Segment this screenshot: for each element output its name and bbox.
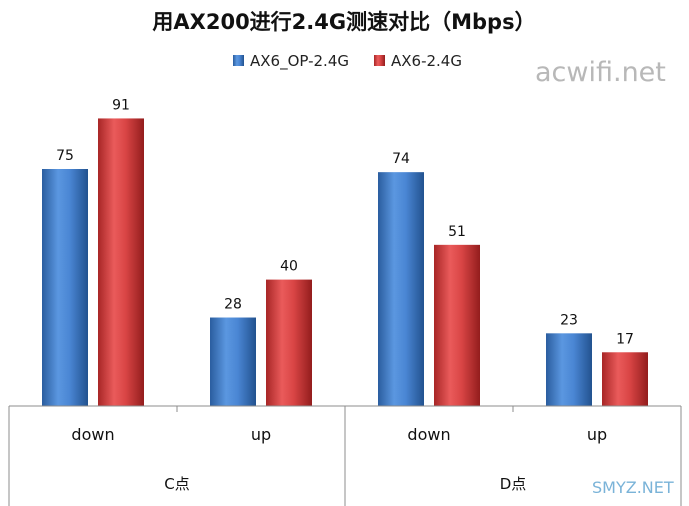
bars-layer <box>42 118 648 406</box>
category-label-d-down: down <box>407 425 450 444</box>
value-label-series-1-d-down: 74 <box>392 151 410 167</box>
value-label-series-1-c-up: 28 <box>224 297 242 313</box>
bar-series-1-c-up <box>210 317 256 406</box>
group-label-d: D点 <box>500 475 527 493</box>
value-label-series-1-d-up: 23 <box>560 312 578 328</box>
bar-series-2-d-up <box>602 352 648 406</box>
category-label-c-down: down <box>71 425 114 444</box>
bar-series-2-d-down <box>434 244 480 406</box>
group-label-c: C点 <box>164 475 189 493</box>
value-label-series-2-c-down: 91 <box>112 97 130 113</box>
bar-series-1-d-up <box>546 333 592 406</box>
bar-series-1-c-down <box>42 169 88 406</box>
legend-label-series-1: AX6_OP-2.4G <box>250 52 349 71</box>
legend: AX6_OP-2.4G AX6-2.4G <box>233 52 462 71</box>
legend-swatch-series-2 <box>374 55 385 66</box>
legend-label-series-2: AX6-2.4G <box>391 52 462 70</box>
bar-series-1-d-down <box>378 172 424 406</box>
value-label-series-2-d-down: 51 <box>448 224 466 240</box>
value-label-series-2-c-up: 40 <box>280 259 298 275</box>
watermark-smyz: SMYZ.NET <box>592 478 674 497</box>
bar-series-2-c-down <box>98 118 144 406</box>
bar-series-2-c-up <box>266 279 312 406</box>
watermark-acwifi: acwifi.net <box>535 57 666 88</box>
legend-swatch-series-1 <box>233 55 244 66</box>
category-axis: down up down up C点 D点 <box>8 405 682 506</box>
chart-title: 用AX200进行2.4G测速对比（Mbps） <box>152 10 535 34</box>
category-label-c-up: up <box>251 425 271 444</box>
category-label-d-up: up <box>587 425 607 444</box>
value-label-series-1-c-down: 75 <box>56 148 74 164</box>
value-labels-layer: 75 28 74 23 91 40 51 17 <box>56 97 634 347</box>
value-label-series-2-d-up: 17 <box>616 331 634 347</box>
